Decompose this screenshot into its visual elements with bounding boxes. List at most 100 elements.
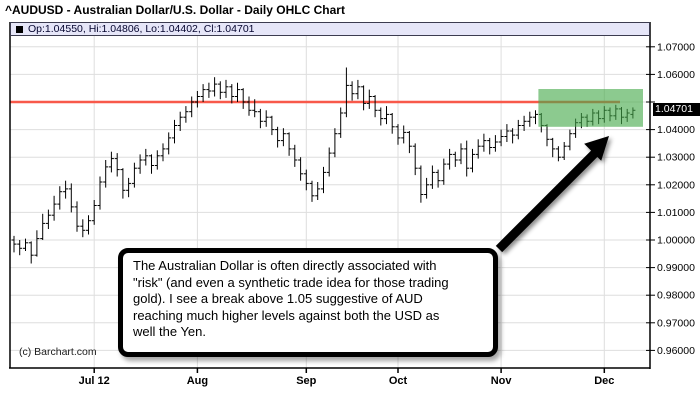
ohlc-bar — [567, 129, 573, 151]
ohlc-bar — [206, 82, 212, 98]
ohlc-bar — [533, 110, 538, 125]
y-axis-label: 1.07000 — [657, 41, 695, 53]
ohlc-bar — [298, 157, 304, 181]
ohlc-bar — [40, 213, 46, 240]
ohlc-bar — [292, 144, 298, 167]
y-axis-label: 1.06000 — [657, 69, 695, 81]
y-axis-label: 1.02000 — [657, 179, 695, 191]
ohlc-bar — [527, 111, 533, 127]
ohlc-bar — [257, 108, 263, 129]
ohlc-bar — [555, 146, 561, 162]
ohlc-bar — [355, 79, 361, 100]
ohlc-bar — [108, 151, 114, 173]
legend-bar: Op:1.04550, Hi:1.04806, Lo:1.04402, Cl:1… — [10, 22, 650, 36]
ohlc-bar — [246, 96, 252, 116]
annotation-box: The Australian Dollar is often directly … — [118, 248, 498, 357]
ohlc-bar — [74, 201, 80, 232]
y-axis-label: 1.00000 — [657, 235, 695, 247]
ohlc-bar — [286, 132, 292, 156]
ohlc-bar — [189, 96, 195, 118]
ohlc-bar — [429, 165, 435, 189]
ohlc-bar — [183, 106, 189, 123]
ohlc-bar — [412, 143, 418, 176]
ohlc-bar — [34, 230, 40, 257]
x-axis-label: Oct — [389, 375, 408, 387]
ohlc-bar — [338, 107, 344, 138]
ohlc-bar — [269, 115, 275, 136]
ohlc-bar — [315, 182, 321, 200]
ohlc-bar — [384, 106, 389, 125]
ohlc-bar — [406, 131, 412, 154]
x-axis-label: Sep — [296, 375, 316, 387]
ohlc-bar — [303, 169, 309, 191]
ohlc-bar — [326, 147, 332, 177]
ohlc-bar — [280, 128, 286, 147]
ohlc-bar — [452, 151, 458, 167]
ohlc-bar — [23, 238, 28, 251]
ohlc-bar — [149, 154, 154, 174]
y-axis: 1.07000 1.06000 1.04000 1.03000 1.02000 1.010… — [646, 41, 695, 357]
legend-ohlc-text: Op:1.04550, Hi:1.04806, Lo:1.04402, Cl:1… — [28, 23, 255, 35]
ohlc-bar — [120, 168, 126, 199]
y-axis-label: 1.04000 — [657, 124, 695, 136]
ohlc-bar — [481, 133, 487, 152]
ohlc-bar — [378, 107, 384, 126]
plot-frame — [9, 22, 651, 369]
ohlc-bar — [418, 165, 424, 203]
ohlc-bar — [441, 158, 447, 185]
ohlc-bar — [17, 240, 23, 256]
ohlc-bar — [103, 160, 109, 188]
ohlc-bar — [366, 89, 372, 109]
ohlc-bar — [194, 91, 200, 108]
ohlc-bar — [309, 180, 315, 202]
x-axis-label: Nov — [491, 375, 513, 387]
ohlc-bar — [80, 219, 86, 238]
ohlc-bar — [177, 111, 183, 131]
ohlc-bar — [275, 126, 281, 148]
ohlc-bar — [544, 124, 550, 147]
x-axis-label: Dec — [594, 375, 614, 387]
ohlc-bar — [45, 209, 51, 229]
ohlc-bars — [11, 67, 636, 264]
x-axis: Jul 12 Aug Sep Oct Nov Dec — [79, 368, 614, 387]
y-axis-label: 1.03000 — [657, 152, 695, 164]
ohlc-bar — [137, 154, 143, 174]
ohlc-bar — [447, 148, 453, 170]
ohlc-bar — [240, 88, 246, 109]
x-axis-label: Aug — [187, 375, 208, 387]
ohlc-bar — [389, 113, 395, 134]
ohlc-bar — [126, 177, 132, 198]
x-axis-label: Jul 12 — [79, 375, 110, 387]
ohlc-bar — [68, 183, 74, 213]
y-axis-label: 0.99000 — [657, 262, 695, 274]
ohlc-bar — [252, 99, 258, 118]
ohlc-bar — [223, 79, 229, 98]
y-axis-label: 0.97000 — [657, 317, 695, 329]
ohlc-bar — [229, 84, 235, 104]
ohlc-bar — [97, 176, 103, 210]
ohlc-bar — [372, 95, 378, 118]
ohlc-bar — [166, 132, 172, 155]
ohlc-bar — [464, 140, 470, 177]
highlight-box — [538, 89, 643, 127]
ohlc-bar — [475, 139, 481, 159]
y-axis-label: 1.01000 — [657, 207, 695, 219]
ohlc-bar — [200, 84, 206, 102]
ohlc-bar — [487, 137, 493, 155]
ohlc-bar — [143, 148, 149, 166]
ohlc-bar — [263, 110, 269, 127]
ohlc-bar — [470, 148, 475, 173]
annotation-text: The Australian Dollar is often directly … — [133, 258, 449, 340]
ohlc-bar — [28, 241, 34, 264]
ohlc-bar — [424, 177, 430, 199]
ohlc-bar — [498, 129, 504, 147]
ohlc-bar — [401, 125, 407, 144]
ohlc-bar — [515, 119, 521, 140]
ohlc-bar — [435, 169, 441, 188]
ohlc-bar — [343, 67, 349, 118]
ohlc-bar — [57, 186, 63, 210]
ohlc-bar — [172, 119, 177, 144]
ohlc-bar — [332, 128, 338, 158]
ohlc-bar — [91, 200, 97, 225]
